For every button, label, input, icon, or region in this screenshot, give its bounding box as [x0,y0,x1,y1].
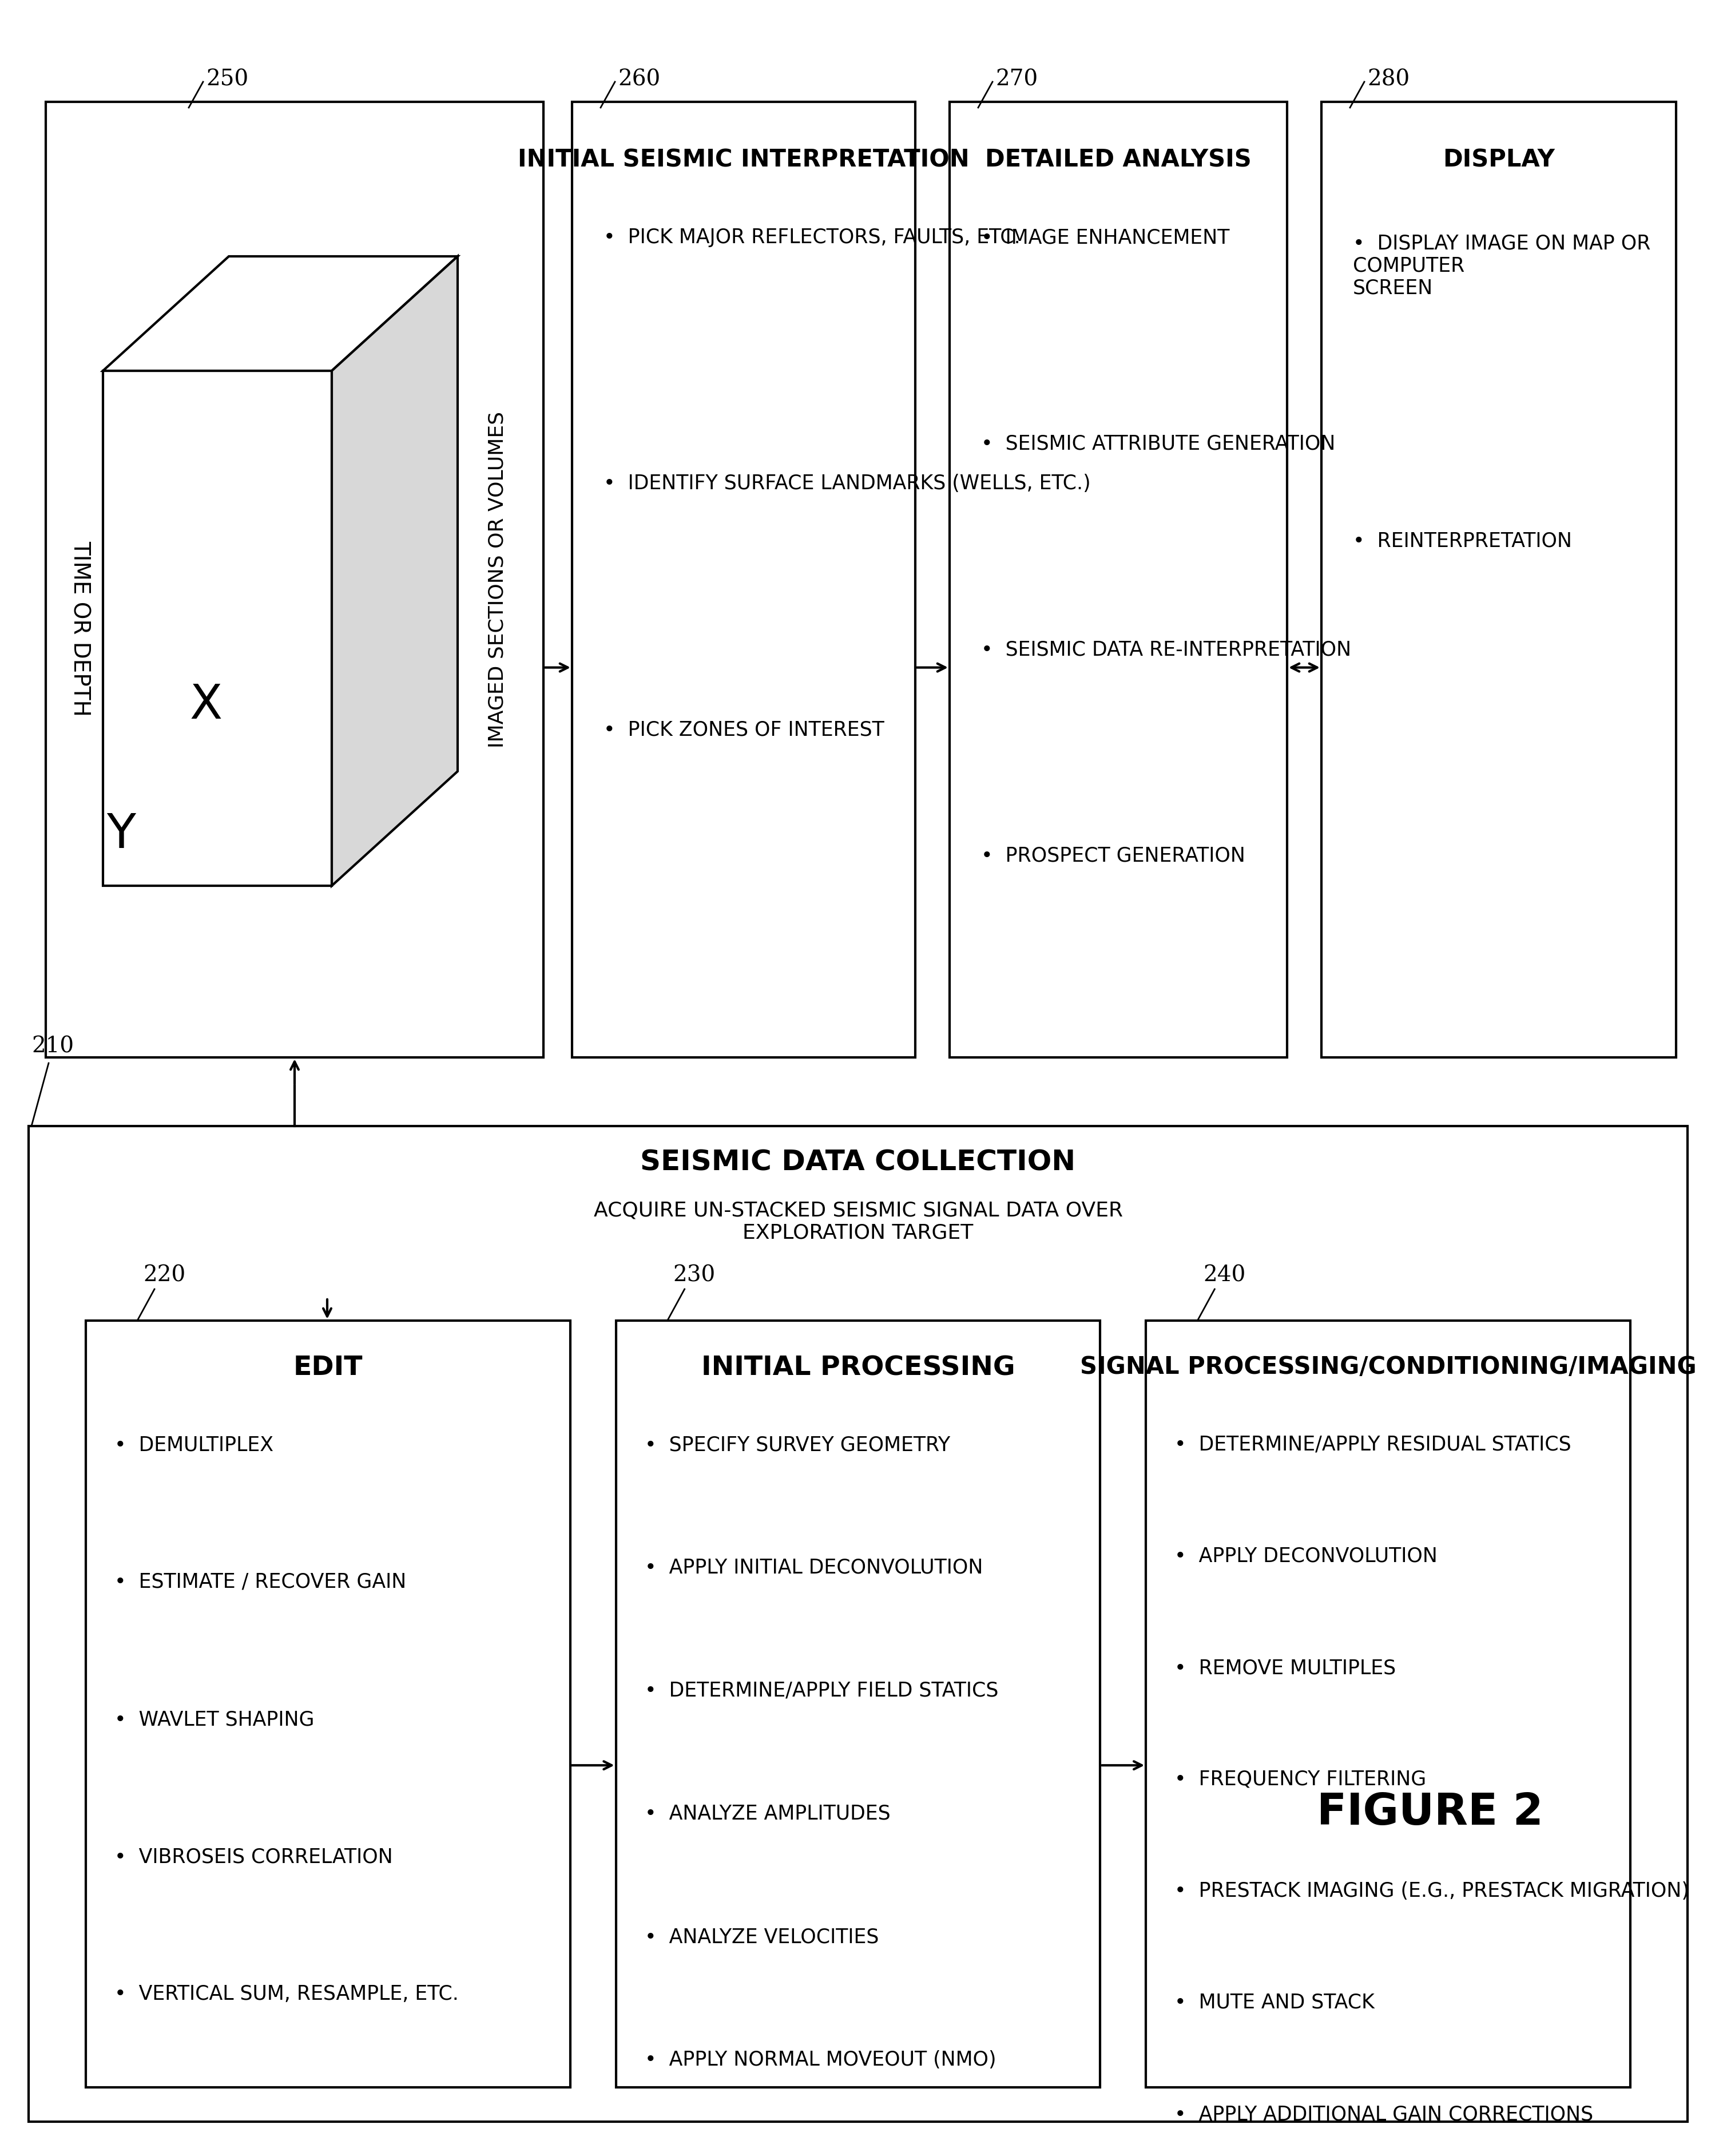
Text: •  SEISMIC DATA RE-INTERPRETATION: • SEISMIC DATA RE-INTERPRETATION [981,640,1352,660]
Text: •  FREQUENCY FILTERING: • FREQUENCY FILTERING [1175,1770,1426,1789]
Text: •  REMOVE MULTIPLES: • REMOVE MULTIPLES [1175,1658,1395,1677]
Text: •  SEISMIC ATTRIBUTE GENERATION: • SEISMIC ATTRIBUTE GENERATION [981,433,1335,453]
Text: •  ANALYZE VELOCITIES: • ANALYZE VELOCITIES [644,1927,879,1947]
Text: EDIT: EDIT [293,1354,364,1380]
Text: •  IDENTIFY SURFACE LANDMARKS (WELLS, ETC.): • IDENTIFY SURFACE LANDMARKS (WELLS, ETC… [604,474,1091,494]
Polygon shape [102,257,457,371]
Text: 230: 230 [673,1266,715,1287]
Bar [87,1322,569,2087]
Text: •  APPLY NORMAL MOVEOUT (NMO): • APPLY NORMAL MOVEOUT (NMO) [644,2050,995,2070]
Text: •  DISPLAY IMAGE ON MAP OR COMPUTER
SCREEN: • DISPLAY IMAGE ON MAP OR COMPUTER SCREE… [1354,233,1651,298]
Text: ACQUIRE UN-STACKED SEISMIC SIGNAL DATA OVER
EXPLORATION TARGET: ACQUIRE UN-STACKED SEISMIC SIGNAL DATA O… [594,1201,1123,1242]
Bar [1146,1322,1631,2087]
Text: 240: 240 [1203,1266,1246,1287]
Text: •  APPLY INITIAL DECONVOLUTION: • APPLY INITIAL DECONVOLUTION [644,1559,983,1578]
Text: 250: 250 [206,69,249,91]
Text: SEISMIC DATA COLLECTION: SEISMIC DATA COLLECTION [640,1149,1075,1177]
Text: •  PRESTACK IMAGING (E.G., PRESTACK MIGRATION): • PRESTACK IMAGING (E.G., PRESTACK MIGRA… [1175,1882,1689,1902]
Text: 260: 260 [618,69,660,91]
Bar [950,101,1288,1056]
Text: DETAILED ANALYSIS: DETAILED ANALYSIS [985,147,1252,172]
Text: •  IMAGE ENHANCEMENT: • IMAGE ENHANCEMENT [981,229,1229,248]
Polygon shape [332,257,457,886]
Text: •  DEMULTIPLEX: • DEMULTIPLEX [114,1436,273,1455]
Text: •  REINTERPRETATION: • REINTERPRETATION [1354,530,1572,550]
Text: 270: 270 [995,69,1039,91]
Text: •  PICK ZONES OF INTEREST: • PICK ZONES OF INTEREST [604,720,885,740]
Text: •  APPLY DECONVOLUTION: • APPLY DECONVOLUTION [1175,1546,1438,1565]
Bar [1321,101,1676,1056]
Text: •  VIBROSEIS CORRELATION: • VIBROSEIS CORRELATION [114,1848,393,1867]
Text: TIME OR DEPTH: TIME OR DEPTH [69,541,92,716]
Bar [616,1322,1101,2087]
Text: 220: 220 [144,1266,185,1287]
Text: Y: Y [107,811,135,858]
Text: IMAGED SECTIONS OR VOLUMES: IMAGED SECTIONS OR VOLUMES [488,412,507,748]
Text: •  DETERMINE/APPLY FIELD STATICS: • DETERMINE/APPLY FIELD STATICS [644,1682,999,1701]
Text: 210: 210 [31,1037,74,1056]
Text: •  PICK MAJOR REFLECTORS, FAULTS, ETC.: • PICK MAJOR REFLECTORS, FAULTS, ETC. [604,229,1020,248]
Text: SIGNAL PROCESSING/CONDITIONING/IMAGING: SIGNAL PROCESSING/CONDITIONING/IMAGING [1080,1354,1696,1380]
Text: •  VERTICAL SUM, RESAMPLE, ETC.: • VERTICAL SUM, RESAMPLE, ETC. [114,1984,459,2003]
Text: •  DETERMINE/APPLY RESIDUAL STATICS: • DETERMINE/APPLY RESIDUAL STATICS [1175,1436,1572,1455]
Text: FIGURE 2: FIGURE 2 [1317,1792,1544,1835]
Bar [29,1125,1688,2122]
Text: •  WAVLET SHAPING: • WAVLET SHAPING [114,1710,315,1729]
Text: INITIAL SEISMIC INTERPRETATION: INITIAL SEISMIC INTERPRETATION [518,147,969,172]
Text: •  MUTE AND STACK: • MUTE AND STACK [1175,1992,1374,2012]
Bar [45,101,544,1056]
Text: DISPLAY: DISPLAY [1442,147,1554,172]
Text: X: X [190,681,222,729]
Text: •  APPLY ADDITIONAL GAIN CORRECTIONS: • APPLY ADDITIONAL GAIN CORRECTIONS [1175,2104,1594,2124]
Bar [571,101,916,1056]
Text: •  PROSPECT GENERATION: • PROSPECT GENERATION [981,845,1245,865]
Text: •  SPECIFY SURVEY GEOMETRY: • SPECIFY SURVEY GEOMETRY [644,1436,950,1455]
Text: INITIAL PROCESSING: INITIAL PROCESSING [701,1354,1014,1380]
Text: •  ESTIMATE / RECOVER GAIN: • ESTIMATE / RECOVER GAIN [114,1572,407,1591]
Bar [102,371,332,886]
Text: •  ANALYZE AMPLITUDES: • ANALYZE AMPLITUDES [644,1805,890,1824]
Text: 280: 280 [1367,69,1409,91]
